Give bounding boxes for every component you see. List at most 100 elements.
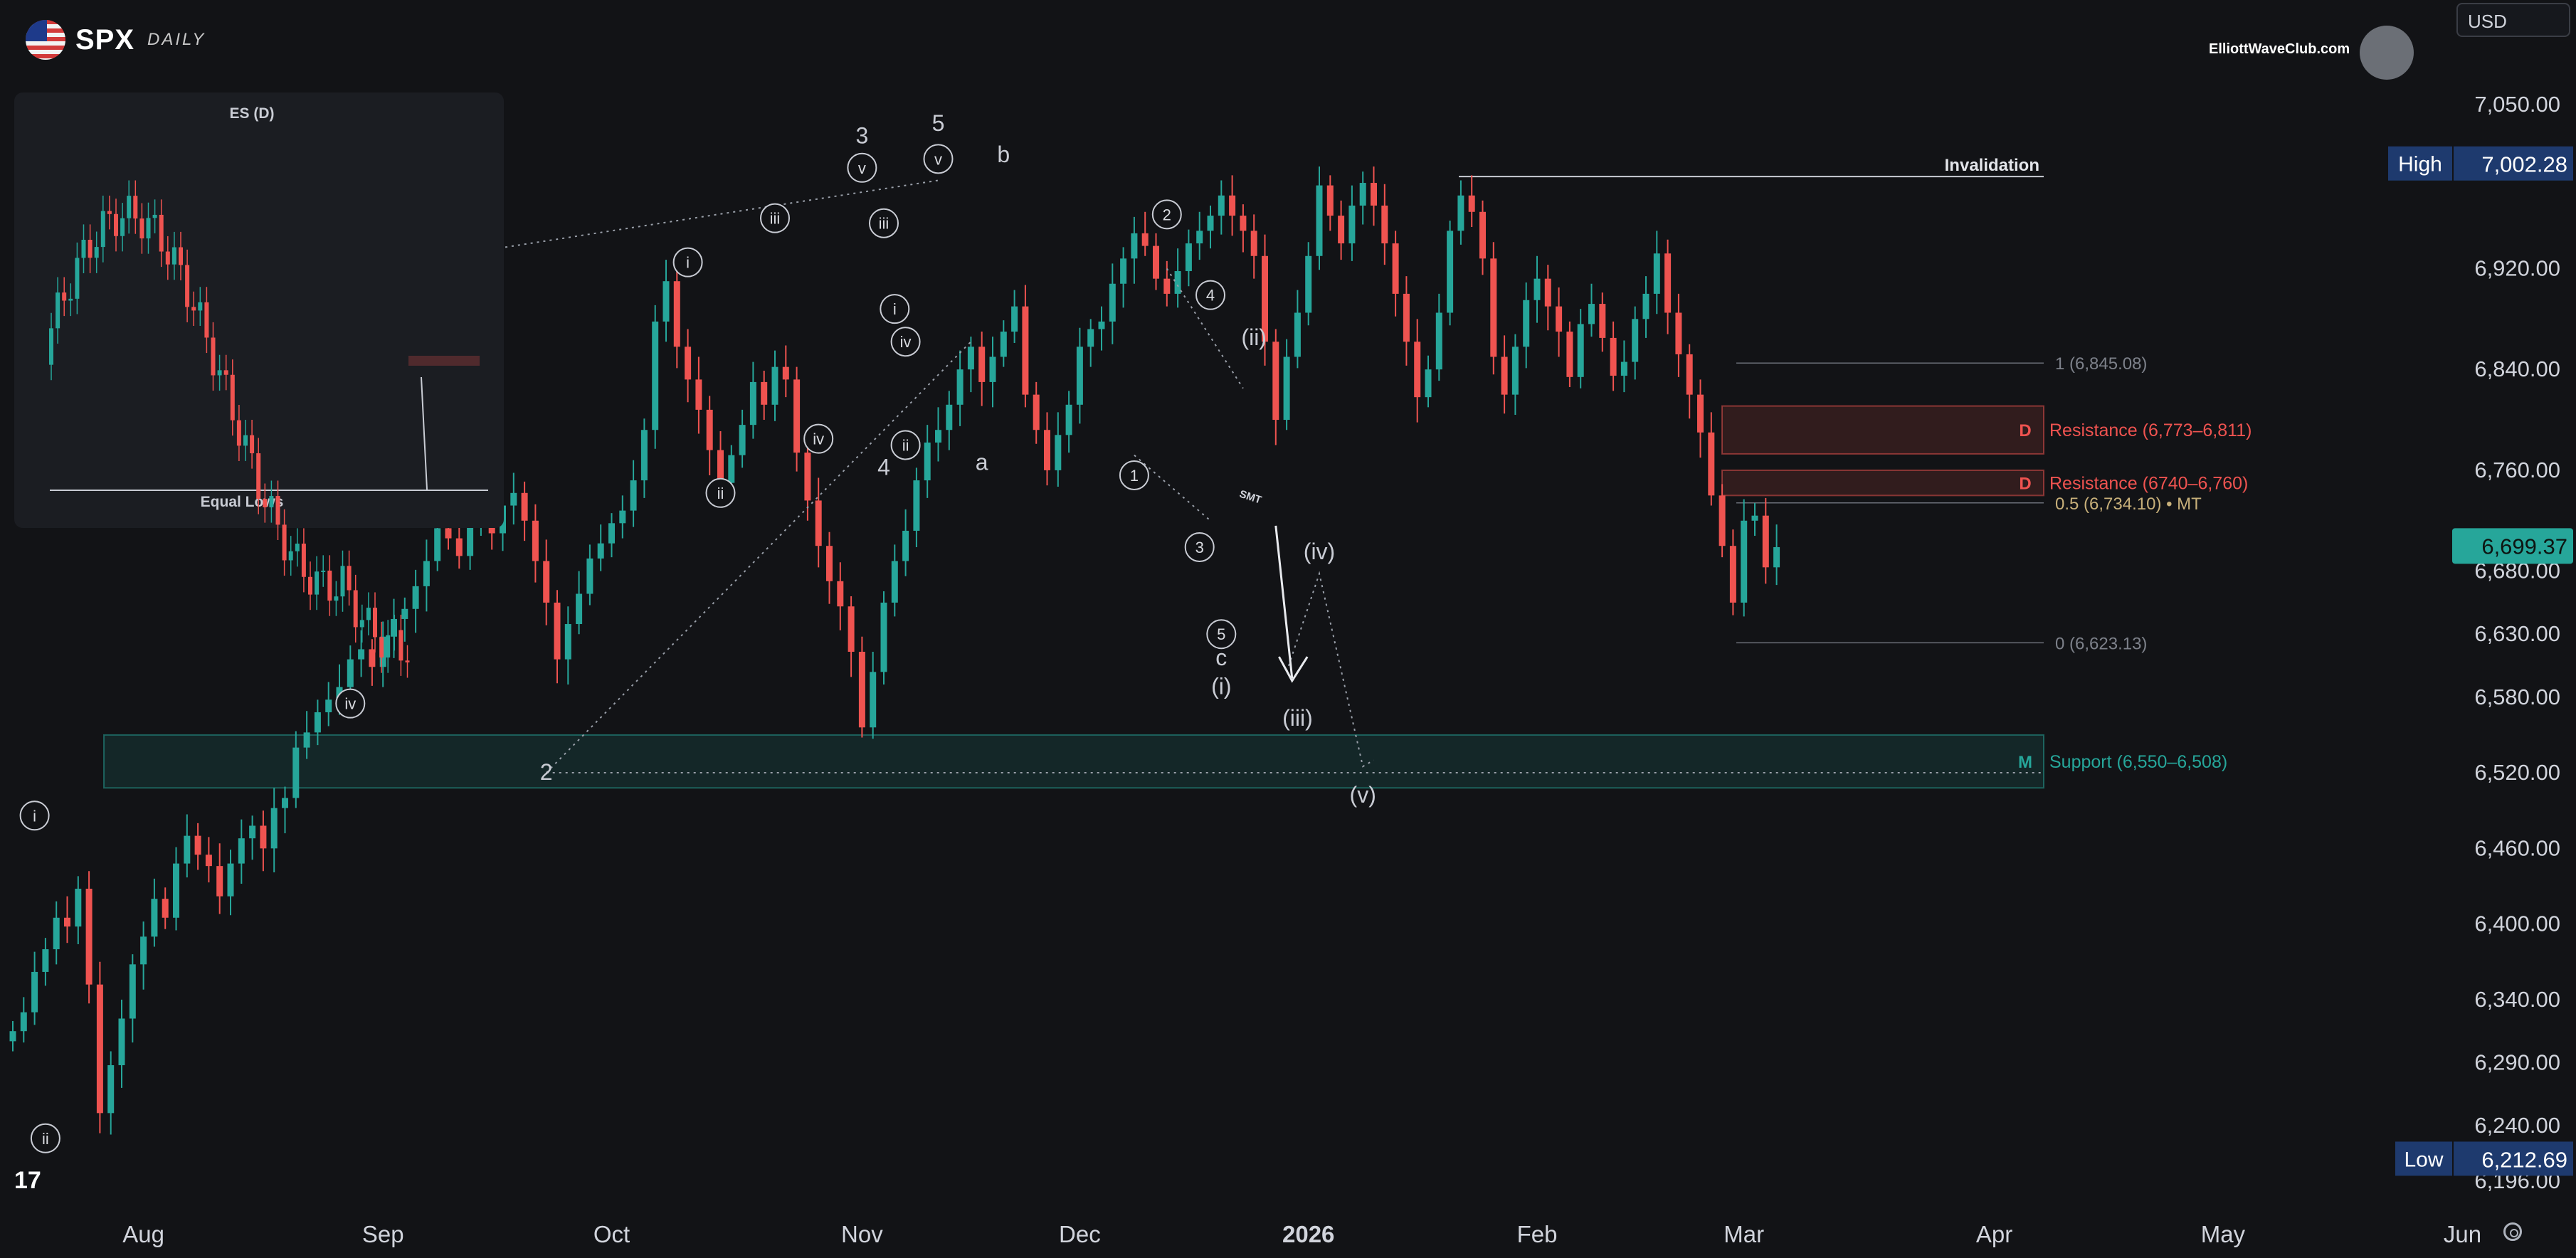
candle[interactable]	[1741, 499, 1748, 617]
candle[interactable]	[1523, 282, 1530, 369]
candle[interactable]	[989, 337, 996, 408]
candle[interactable]	[1087, 319, 1094, 367]
candle[interactable]	[423, 539, 430, 612]
candle[interactable]	[619, 495, 626, 539]
candle[interactable]	[1294, 290, 1301, 369]
candle[interactable]	[554, 590, 561, 684]
candle[interactable]	[1131, 216, 1138, 284]
candle[interactable]	[391, 598, 397, 658]
candle[interactable]	[1664, 239, 1672, 334]
candle[interactable]	[238, 819, 245, 884]
candle[interactable]	[151, 878, 158, 947]
candle[interactable]	[891, 544, 898, 617]
candle[interactable]	[85, 871, 93, 1004]
candle[interactable]	[1534, 255, 1541, 323]
candle[interactable]	[96, 961, 103, 1133]
candle[interactable]	[1272, 329, 1279, 445]
candle[interactable]	[325, 682, 332, 726]
candle[interactable]	[826, 532, 833, 604]
candle[interactable]	[1599, 292, 1606, 352]
candle[interactable]	[815, 477, 822, 568]
candle[interactable]	[118, 999, 125, 1088]
candle[interactable]	[1262, 234, 1268, 366]
candle[interactable]	[162, 887, 169, 929]
candle[interactable]	[369, 639, 376, 686]
candle[interactable]	[685, 329, 692, 403]
candle[interactable]	[1196, 211, 1203, 260]
candle[interactable]	[249, 815, 256, 860]
candle[interactable]	[1000, 320, 1007, 367]
candle[interactable]	[303, 711, 310, 759]
candle[interactable]	[205, 837, 212, 883]
candle[interactable]	[761, 370, 768, 421]
settings-icon[interactable]	[2503, 1222, 2522, 1241]
candle[interactable]	[1098, 306, 1105, 351]
candle[interactable]	[1305, 242, 1312, 326]
candle[interactable]	[935, 407, 941, 462]
candle[interactable]	[1588, 283, 1595, 337]
candle[interactable]	[978, 332, 986, 406]
candle[interactable]	[1566, 321, 1573, 387]
candle[interactable]	[1207, 205, 1214, 249]
candle[interactable]	[173, 847, 179, 931]
candle[interactable]	[1185, 229, 1192, 287]
candle[interactable]	[608, 513, 615, 558]
candle[interactable]	[1414, 319, 1421, 423]
candle[interactable]	[586, 544, 593, 606]
candle[interactable]	[401, 597, 408, 642]
candle[interactable]	[837, 562, 844, 630]
candle[interactable]	[597, 524, 604, 571]
candle[interactable]	[640, 418, 648, 498]
candle[interactable]	[64, 896, 70, 944]
candle[interactable]	[1316, 166, 1323, 270]
candle[interactable]	[1153, 233, 1159, 290]
candle[interactable]	[749, 361, 756, 439]
candle[interactable]	[1653, 231, 1660, 314]
candle[interactable]	[1544, 265, 1551, 331]
candle[interactable]	[967, 337, 974, 393]
candle[interactable]	[1751, 502, 1758, 536]
candle[interactable]	[1675, 293, 1682, 377]
candle[interactable]	[42, 938, 49, 986]
candle[interactable]	[956, 350, 964, 426]
candle[interactable]	[1403, 276, 1410, 366]
candle[interactable]	[1218, 180, 1225, 235]
candle[interactable]	[946, 391, 953, 450]
candle[interactable]	[194, 823, 201, 870]
candle[interactable]	[1044, 412, 1050, 486]
candle[interactable]	[20, 997, 27, 1043]
candle[interactable]	[1371, 166, 1377, 226]
candle[interactable]	[1425, 355, 1432, 408]
candle[interactable]	[532, 504, 539, 583]
candle[interactable]	[216, 843, 223, 914]
candle[interactable]	[1620, 340, 1627, 393]
candle[interactable]	[1729, 529, 1736, 615]
candle[interactable]	[1229, 175, 1236, 236]
candle[interactable]	[1773, 524, 1780, 586]
candle[interactable]	[782, 345, 789, 398]
currency-select[interactable]: USD	[2456, 3, 2570, 37]
candle[interactable]	[412, 569, 419, 633]
candle[interactable]	[282, 786, 288, 834]
candle[interactable]	[1109, 263, 1116, 344]
candle[interactable]	[1708, 412, 1715, 506]
candle[interactable]	[1719, 484, 1726, 558]
candle[interactable]	[793, 366, 801, 472]
candle[interactable]	[1762, 497, 1769, 584]
candle[interactable]	[184, 814, 191, 878]
candle[interactable]	[1577, 309, 1584, 388]
candle[interactable]	[663, 260, 670, 342]
candle[interactable]	[260, 810, 267, 872]
candle[interactable]	[227, 850, 234, 916]
candle[interactable]	[129, 954, 136, 1043]
candle[interactable]	[848, 596, 855, 677]
candle[interactable]	[913, 467, 920, 547]
candle[interactable]	[1697, 379, 1704, 458]
candle[interactable]	[140, 921, 147, 990]
candle[interactable]	[1457, 180, 1464, 245]
candle[interactable]	[1174, 248, 1181, 308]
candle[interactable]	[706, 396, 713, 475]
candle[interactable]	[314, 699, 321, 746]
candle[interactable]	[804, 435, 811, 521]
